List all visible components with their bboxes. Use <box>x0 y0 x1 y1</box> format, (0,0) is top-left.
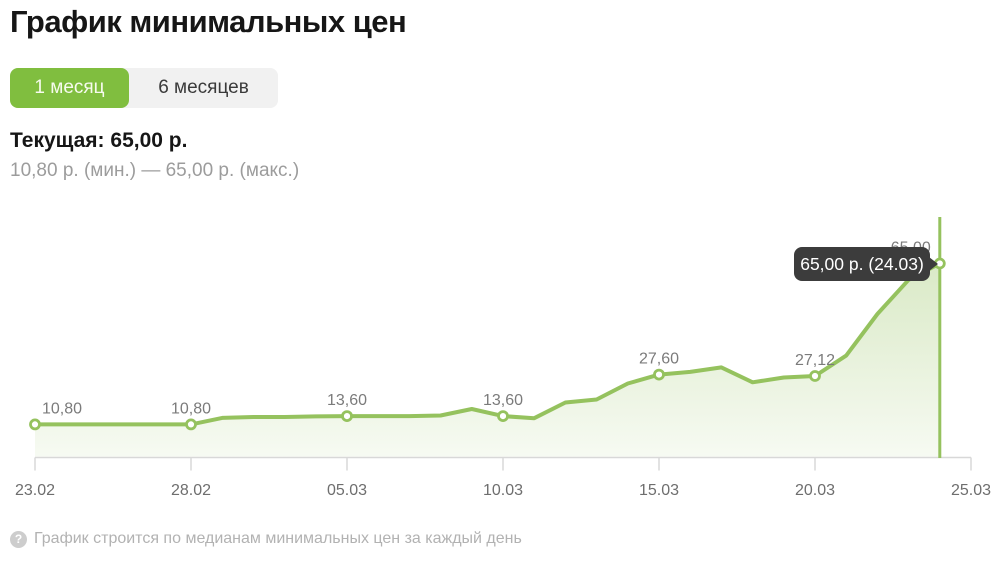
price-point-marker[interactable] <box>809 370 821 382</box>
price-area-fill <box>35 263 940 457</box>
x-axis-tick-label: 15.03 <box>639 482 679 499</box>
x-axis-tick-label: 25.03 <box>951 482 991 499</box>
chart-tooltip-text: 65,00 р. (24.03) <box>800 253 924 274</box>
x-axis-tick-label: 28.02 <box>171 482 211 499</box>
price-point-marker[interactable] <box>29 418 41 431</box>
price-point-label: 27,12 <box>795 352 835 369</box>
x-axis-tick-label: 20.03 <box>795 482 835 499</box>
x-axis-tick-label: 05.03 <box>327 482 367 499</box>
chart-footnote-text: График строится по медианам минимальных … <box>34 530 522 547</box>
chart-tooltip: 65,00 р. (24.03) <box>794 247 938 281</box>
price-point-marker[interactable] <box>341 410 353 423</box>
price-point-label: 10,80 <box>171 400 211 417</box>
price-point-marker[interactable] <box>653 368 665 381</box>
page-title: График минимальных цен <box>10 4 407 39</box>
tab-6-months[interactable]: 6 месяцев <box>129 68 278 108</box>
price-point-label: 27,60 <box>639 351 679 368</box>
price-point-label: 13,60 <box>483 392 523 409</box>
price-point-label: 13,60 <box>327 392 367 409</box>
price-range-label: 10,80 р. (мин.) — 65,00 р. (макс.) <box>10 160 300 181</box>
price-point-marker[interactable] <box>497 410 509 423</box>
x-axis-tick-label: 23.02 <box>15 482 55 499</box>
chart-footnote: ? График строится по медианам минимальны… <box>10 530 522 548</box>
question-icon[interactable]: ? <box>10 530 27 548</box>
tab-1-month[interactable]: 1 месяц <box>10 68 129 108</box>
x-axis-tick-label: 10.03 <box>483 482 523 499</box>
price-point-marker[interactable] <box>185 418 197 431</box>
current-price-label: Текущая: 65,00 р. <box>10 129 188 152</box>
price-point-label: 10,80 <box>42 400 82 417</box>
period-tabs: 1 месяц 6 месяцев <box>10 68 278 108</box>
